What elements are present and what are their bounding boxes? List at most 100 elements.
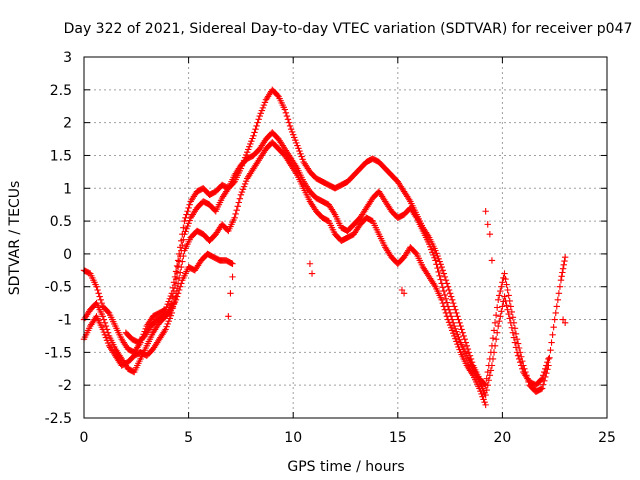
data-point-track-c <box>180 252 187 260</box>
data-point-track-c <box>412 249 419 257</box>
data-point-track-b <box>512 344 520 351</box>
data-point-track-a <box>261 99 269 106</box>
data-point-track-c <box>450 330 457 337</box>
data-point-track-a <box>251 129 258 136</box>
data-point-track-a <box>560 261 567 269</box>
x-tick-label: 20 <box>493 430 511 446</box>
data-point-track-b <box>486 372 494 379</box>
data-point-track-b <box>545 355 552 363</box>
data-point-track-a <box>288 128 296 136</box>
data-point-track-a <box>546 354 553 362</box>
data-point-track-b <box>490 349 498 356</box>
data-point-track-a <box>558 273 565 280</box>
data-point-track-b <box>543 362 550 369</box>
data-point-track-a <box>297 150 304 158</box>
data-point-track-a <box>502 275 509 283</box>
data-point-track-b <box>493 329 501 336</box>
data-point-track-b <box>429 249 436 256</box>
data-point-track-b <box>502 297 509 305</box>
data-point-track-c <box>103 337 111 344</box>
data-point-track-a <box>186 201 193 208</box>
data-point-track-c <box>237 191 245 199</box>
data-point-track-a <box>538 385 546 392</box>
data-point-track-a <box>285 119 293 126</box>
data-point-track-b <box>513 349 521 356</box>
data-point-track-c <box>453 338 460 345</box>
data-point-track-b <box>483 386 490 394</box>
data-point-track-d <box>173 293 181 300</box>
data-point-track-c <box>445 319 453 326</box>
data-point-track-a <box>104 308 112 316</box>
data-point-track-b <box>183 225 190 232</box>
data-point-track-a <box>458 326 465 333</box>
data-point-track-c <box>233 206 240 214</box>
y-tick-label: 0 <box>63 247 72 263</box>
data-point-track-c <box>238 188 246 196</box>
data-point-track-b <box>509 329 517 336</box>
data-point-track-c <box>451 332 458 340</box>
data-point-track-d <box>177 283 184 290</box>
data-point-track-c <box>479 393 486 400</box>
data-point-track-a <box>559 269 566 276</box>
data-point-track-a <box>559 265 567 272</box>
data-point-track-b <box>496 317 503 325</box>
data-point-track-a <box>496 292 503 299</box>
y-tick-labels: -2.5 -2 -1.5 -1 -0.5 0 0.5 1 1.5 2 2.5 3 <box>45 50 72 427</box>
data-point-track-a <box>248 138 255 145</box>
data-point-track-a <box>555 290 563 297</box>
data-point-track-c <box>101 331 109 339</box>
data-point-track-a <box>183 211 190 218</box>
data-point-track-b <box>492 336 500 343</box>
data-point-track-b <box>184 222 191 230</box>
data-point-track-b <box>518 362 525 369</box>
data-point-spikes <box>225 313 232 320</box>
data-point-track-b <box>439 284 446 291</box>
data-point-track-a <box>257 110 264 117</box>
data-point-track-a <box>448 296 456 304</box>
y-tick-label: -1.5 <box>45 345 72 361</box>
data-point-track-c <box>164 320 171 328</box>
data-point-track-a <box>173 262 181 270</box>
data-point-track-a <box>492 311 500 319</box>
data-point-track-b <box>186 217 193 224</box>
data-point-track-d <box>175 286 183 294</box>
x-tick-label: 10 <box>284 430 302 446</box>
data-point-spikes <box>486 231 494 238</box>
data-point-track-d <box>172 296 180 304</box>
data-point-track-a <box>459 329 466 336</box>
y-tick-label: 1 <box>63 181 72 197</box>
data-point-track-c <box>438 296 445 304</box>
data-point-track-b <box>427 243 434 250</box>
data-point-track-a <box>292 136 299 144</box>
data-point-track-b <box>503 302 510 309</box>
data-point-spikes <box>398 286 406 294</box>
data-point-track-a <box>505 292 512 299</box>
data-point-track-a <box>439 267 446 274</box>
data-point-track-c <box>102 334 110 341</box>
data-point-track-b <box>437 276 444 283</box>
data-point-track-a <box>489 334 497 342</box>
y-tick-label: 0.5 <box>50 214 72 230</box>
data-point-track-c <box>234 203 241 210</box>
data-point-track-a <box>94 286 101 294</box>
data-point-track-b <box>511 339 519 346</box>
data-point-track-a <box>93 283 100 290</box>
data-point-spikes <box>229 273 236 281</box>
data-point-track-c <box>163 323 170 330</box>
data-point-track-b <box>487 367 495 374</box>
data-point-track-a <box>258 107 266 114</box>
data-point-track-a <box>291 134 298 141</box>
data-point-track-a <box>454 313 461 320</box>
data-point-track-a <box>453 309 460 317</box>
data-point-track-b <box>488 362 496 369</box>
data-point-track-a <box>281 106 289 113</box>
data-point-track-a <box>504 286 511 294</box>
data-point-track-b <box>181 231 188 238</box>
data-point-track-c <box>442 309 450 317</box>
data-point-track-c <box>480 396 487 403</box>
data-point-track-a <box>499 279 506 286</box>
data-point-track-a <box>450 299 457 307</box>
data-point-track-c <box>476 385 483 392</box>
data-point-track-b <box>172 275 180 283</box>
